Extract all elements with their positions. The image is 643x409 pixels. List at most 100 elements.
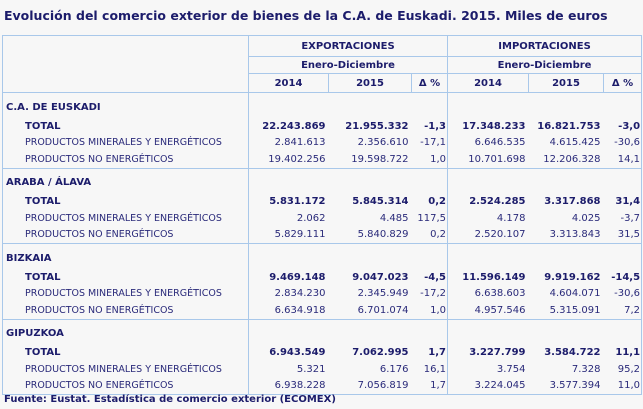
table-row: PRODUCTOS MINERALES Y ENERGÉTICOS 5.321 6.… xyxy=(2,361,643,378)
row-label: PRODUCTOS MINERALES Y ENERGÉTICOS xyxy=(2,210,249,227)
total-row: TOTAL 5.831.172 5.845.314 0,2 2.524.285 3.317… xyxy=(2,193,643,210)
region-name: GIPUZKOA xyxy=(2,318,249,345)
value-cell: 9.047.023 xyxy=(352,271,409,283)
value-cell: 5.831.172 xyxy=(248,193,329,210)
header-blank xyxy=(2,35,249,93)
value-cell: 3.577.394 xyxy=(528,377,604,395)
value-cell: 3.313.843 xyxy=(528,226,604,244)
page-title: Evolución del comercio exterior de biene… xyxy=(4,8,608,23)
value-cell: 4.957.546 xyxy=(447,302,529,320)
value-cell: 10.701.698 xyxy=(447,151,529,169)
region-row: BIZKAIA xyxy=(2,243,643,269)
value-cell: -4,5 xyxy=(411,269,449,286)
empty-cell xyxy=(411,92,449,118)
empty-cell xyxy=(248,318,329,345)
empty-cell xyxy=(447,318,529,345)
value-cell: 2.524.285 xyxy=(447,193,529,210)
value-cell: 1,7 xyxy=(411,344,449,361)
header-imp-delta: Δ % xyxy=(603,73,643,93)
value-cell: 2.520.107 xyxy=(447,226,529,244)
value-cell: 19.402.256 xyxy=(248,151,329,169)
value-cell: 21.955.332 xyxy=(345,120,409,132)
value-cell: 16,1 xyxy=(411,361,449,378)
empty-cell xyxy=(248,243,329,269)
value-cell: -14,5 xyxy=(603,269,643,286)
region-row: GIPUZKOA xyxy=(2,318,643,345)
table-row: PRODUCTOS NO ENERGÉTICOS 6.634.918 6.701.0… xyxy=(2,302,643,320)
header-exp-2015: 2015 xyxy=(328,73,412,93)
region-row: ARABA / ÁLAVA xyxy=(2,167,643,194)
header-imports-period: Enero-Diciembre xyxy=(447,56,643,74)
value-cell: 17.348.233 xyxy=(447,118,529,135)
value-cell: 5.840.829 xyxy=(328,226,412,244)
empty-cell xyxy=(248,92,329,118)
value-cell: 11.596.149 xyxy=(447,269,529,286)
value-cell: 7.328 xyxy=(571,363,601,375)
row-label: TOTAL xyxy=(2,269,249,286)
value-cell: 11,1 xyxy=(603,344,643,361)
row-label: PRODUCTOS MINERALES Y ENERGÉTICOS xyxy=(2,134,249,151)
row-label: PRODUCTOS MINERALES Y ENERGÉTICOS xyxy=(2,285,249,302)
value-cell: -30,6 xyxy=(603,134,643,151)
value-cell: 4.178 xyxy=(447,210,529,227)
source-note: Fuente: Eustat. Estadística de comercio … xyxy=(4,394,336,405)
row-label: TOTAL xyxy=(2,118,249,135)
value-cell: -3,0 xyxy=(603,118,643,135)
value-cell: 5.321 xyxy=(248,361,329,378)
value-cell: 4.025 xyxy=(571,212,601,224)
value-cell: 3.317.868 xyxy=(544,196,601,208)
empty-cell xyxy=(603,92,643,118)
value-cell: 9.919.162 xyxy=(544,271,601,283)
value-cell: 3.227.799 xyxy=(447,344,529,361)
region-name: ARABA / ÁLAVA xyxy=(2,167,249,194)
value-cell: 5.845.314 xyxy=(352,196,409,208)
empty-cell xyxy=(447,167,529,194)
total-row: TOTAL 6.943.549 7.062.995 1,7 3.227.799 3.584… xyxy=(2,344,643,361)
value-cell: 11,0 xyxy=(603,377,643,395)
empty-cell xyxy=(328,92,412,118)
header-imp-2014: 2014 xyxy=(447,73,530,93)
empty-cell xyxy=(328,243,412,269)
table-row: PRODUCTOS NO ENERGÉTICOS 5.829.111 5.840.8… xyxy=(2,226,643,244)
value-cell: 2.834.230 xyxy=(248,285,329,302)
total-row: TOTAL 9.469.148 9.047.023 -4,5 11.596.149 9.9… xyxy=(2,269,643,286)
value-cell: 6.701.074 xyxy=(328,302,412,320)
value-cell: -3,7 xyxy=(603,210,643,227)
empty-cell xyxy=(328,318,412,345)
value-cell: 9.469.148 xyxy=(248,269,329,286)
header-exports: EXPORTACIONES xyxy=(247,35,449,57)
value-cell: 5.315.091 xyxy=(528,302,604,320)
value-cell: 6.938.228 xyxy=(248,377,329,395)
table-row: PRODUCTOS NO ENERGÉTICOS 6.938.228 7.056.8… xyxy=(2,377,643,395)
empty-cell xyxy=(447,243,529,269)
header-imp-2015: 2015 xyxy=(528,73,605,93)
empty-cell xyxy=(411,243,449,269)
empty-cell xyxy=(411,318,449,345)
value-cell: 3.224.045 xyxy=(447,377,529,395)
row-label: PRODUCTOS MINERALES Y ENERGÉTICOS xyxy=(2,361,249,378)
value-cell: 2.841.613 xyxy=(248,134,329,151)
table-row: PRODUCTOS MINERALES Y ENERGÉTICOS 2.834.2… xyxy=(2,285,643,302)
row-label: TOTAL xyxy=(2,193,249,210)
value-cell: -17,2 xyxy=(411,285,449,302)
empty-cell xyxy=(328,167,412,194)
header-exp-2014: 2014 xyxy=(248,73,329,93)
value-cell: 0,2 xyxy=(411,226,449,244)
value-cell: 95,2 xyxy=(603,361,643,378)
empty-cell xyxy=(528,92,604,118)
value-cell: -30,6 xyxy=(603,285,643,302)
empty-cell xyxy=(528,243,604,269)
value-cell: 2.062 xyxy=(248,210,329,227)
value-cell: 14,1 xyxy=(603,151,643,169)
value-cell: 7,2 xyxy=(603,302,643,320)
value-cell: 12.206.328 xyxy=(528,151,604,169)
value-cell: 6.943.549 xyxy=(248,344,329,361)
value-cell: 31,5 xyxy=(603,226,643,244)
value-cell: 2.345.949 xyxy=(357,288,409,300)
value-cell: 3.754 xyxy=(447,361,529,378)
empty-cell xyxy=(248,167,329,194)
value-cell: 16.821.753 xyxy=(537,120,601,132)
header-imports: IMPORTACIONES xyxy=(447,35,643,57)
empty-cell xyxy=(603,243,643,269)
value-cell: 7.056.819 xyxy=(328,377,412,395)
